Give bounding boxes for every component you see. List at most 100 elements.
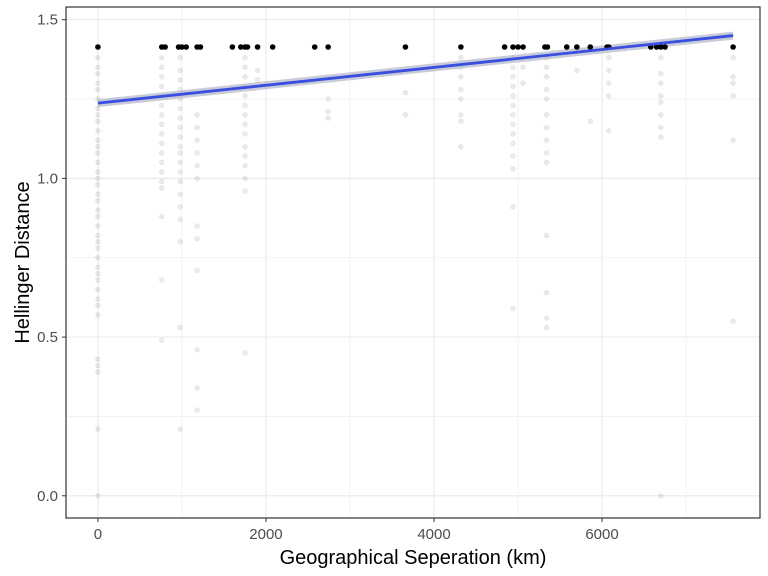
data-point [95, 55, 101, 61]
data-point [658, 55, 664, 61]
max-data-point [254, 44, 261, 50]
data-point [458, 86, 464, 93]
max-data-point [237, 44, 244, 50]
data-point [194, 175, 200, 182]
data-point [177, 55, 183, 61]
data-point [242, 350, 248, 356]
data-point [177, 217, 183, 223]
data-point [194, 223, 200, 229]
data-point [510, 166, 516, 172]
data-point [194, 267, 200, 274]
data-point [177, 124, 183, 131]
data-point [95, 255, 101, 261]
data-point [730, 137, 736, 143]
data-point [95, 137, 101, 143]
data-point [520, 80, 526, 86]
data-point [159, 121, 165, 128]
max-data-point [520, 44, 526, 50]
data-point [730, 318, 736, 324]
max-data-point [183, 44, 189, 50]
grid-major [66, 7, 760, 518]
data-point [606, 67, 612, 74]
data-point [587, 118, 593, 124]
data-point [254, 67, 261, 74]
panel-border [65, 6, 761, 519]
max-points-layer [95, 44, 736, 50]
data-point [543, 315, 550, 321]
data-point [95, 159, 101, 166]
data-point [730, 55, 736, 61]
data-point [95, 86, 101, 93]
max-data-point [563, 44, 570, 50]
data-point [194, 163, 200, 169]
data-point [658, 124, 664, 131]
fit-line-layer [97, 34, 734, 105]
data-point [510, 131, 516, 137]
data-point [242, 175, 248, 182]
data-point [658, 93, 664, 99]
data-point [543, 124, 550, 131]
data-point [95, 232, 101, 239]
data-point [510, 204, 516, 210]
data-point [543, 290, 550, 296]
max-data-point [197, 44, 204, 50]
data-point [543, 112, 550, 118]
max-data-point [662, 44, 668, 50]
data-point [159, 277, 165, 283]
data-point [543, 96, 550, 102]
data-point [95, 128, 101, 134]
data-point [159, 169, 165, 175]
data-point [242, 102, 248, 109]
data-point [325, 96, 331, 102]
data-point [543, 137, 550, 143]
data-point [95, 239, 101, 245]
max-data-point [244, 44, 251, 50]
data-point [658, 112, 664, 118]
data-point [658, 80, 664, 86]
data-point [159, 185, 165, 191]
data-point [95, 363, 101, 369]
data-point [95, 118, 101, 124]
data-point [95, 270, 101, 277]
data-point [95, 369, 101, 375]
y-axis-title: Hellinger Distance [12, 181, 34, 343]
data-point [458, 55, 464, 61]
x-axis: 0 2000 4000 6000 [94, 518, 619, 543]
data-point [177, 239, 183, 245]
data-point [510, 64, 516, 70]
data-point [95, 312, 101, 318]
data-point [95, 213, 101, 220]
data-point [177, 134, 183, 140]
data-point [95, 264, 101, 270]
max-data-point [325, 44, 331, 50]
max-data-point [544, 44, 551, 50]
data-point [458, 118, 464, 124]
data-point [159, 213, 165, 220]
data-point [95, 356, 101, 362]
data-point [194, 347, 200, 353]
data-point [730, 80, 736, 86]
data-point [242, 163, 248, 169]
data-point [95, 302, 101, 308]
data-point [402, 112, 409, 118]
fit-line [97, 34, 734, 105]
data-point [325, 115, 331, 121]
data-point [95, 80, 101, 86]
data-point [510, 112, 516, 118]
x-axis-title: Geographical Seperation (km) [280, 547, 547, 569]
data-point [242, 188, 248, 194]
x-tick-label: 6000 [585, 526, 618, 543]
data-point [458, 74, 464, 80]
data-point [177, 426, 183, 432]
data-point [543, 232, 550, 239]
data-point [95, 197, 101, 204]
data-point [95, 207, 101, 213]
x-tick-label: 4000 [417, 526, 450, 543]
max-data-point [311, 44, 318, 50]
data-point [159, 102, 165, 109]
data-point [242, 144, 248, 150]
data-point [194, 112, 200, 118]
data-point [658, 134, 664, 140]
data-point [159, 140, 165, 147]
data-point [194, 124, 200, 131]
